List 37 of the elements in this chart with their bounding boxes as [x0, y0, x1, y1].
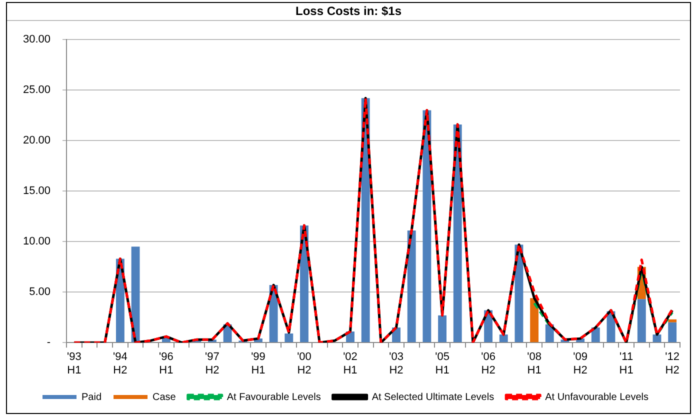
- bar: [131, 246, 140, 342]
- bar: [652, 334, 662, 342]
- bar: [284, 334, 294, 342]
- y-tick-label: 10.00: [22, 236, 51, 248]
- x-tick-label: '96 H1: [159, 351, 174, 376]
- bar: [668, 319, 677, 322]
- bar: [668, 322, 677, 342]
- legend-label: Case: [152, 392, 176, 403]
- x-tick-label: '94 H2: [113, 351, 128, 376]
- x-tick-label: '08 H1: [527, 351, 542, 376]
- bar: [499, 334, 508, 342]
- x-tick-label: '00 H2: [297, 351, 312, 376]
- x-tick-label: '97 H2: [205, 351, 220, 376]
- legend-label: At Favourable Levels: [226, 392, 321, 403]
- y-tick-label: 5.00: [29, 286, 51, 298]
- legend-label: Paid: [82, 392, 102, 403]
- legend-label: At Unfavourable Levels: [545, 392, 648, 403]
- x-tick-label: '02 H1: [343, 351, 358, 376]
- x-tick-label: '99 H1: [251, 351, 266, 376]
- y-tick-label: -: [46, 336, 51, 349]
- bar: [591, 327, 600, 342]
- y-tick-label: 20.00: [22, 134, 51, 147]
- y-tick-label: 25.00: [22, 84, 51, 96]
- chart-title: Loss Costs in: $1s: [7, 3, 690, 21]
- legend-label: At Selected Ultimate Levels: [372, 392, 494, 403]
- bar: [438, 315, 446, 342]
- x-tick-label: '09 H2: [573, 351, 588, 376]
- x-tick-label: '11 H1: [619, 351, 634, 376]
- y-tick-label: 30.00: [22, 34, 51, 46]
- y-tick-label: 15.00: [22, 185, 51, 198]
- x-tick-label: '93 H1: [67, 351, 82, 376]
- x-tick-label: '06 H2: [481, 351, 496, 376]
- bar: [407, 230, 416, 342]
- x-tick-label: '05 H1: [435, 351, 450, 376]
- x-tick-label: '03 H2: [389, 351, 404, 376]
- x-tick-label: '12 H2: [665, 351, 680, 376]
- bar: [637, 299, 646, 342]
